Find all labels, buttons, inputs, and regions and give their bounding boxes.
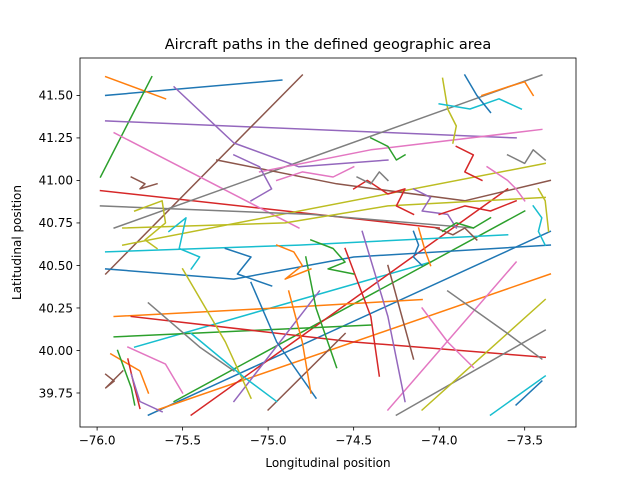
flight-path-5 [104, 120, 517, 139]
flight-path-50 [167, 217, 201, 270]
flight-path-64 [438, 199, 518, 216]
flight-path-69 [441, 77, 458, 144]
series-layer [99, 73, 552, 417]
chart-title: Aircraft paths in the defined geographic… [165, 37, 491, 53]
flight-path-51 [224, 247, 273, 287]
flight-path-29 [421, 298, 547, 412]
flight-path-43 [304, 256, 338, 369]
y-axis-label: Latitudinal position [10, 185, 24, 300]
x-tick-label: −75.0 [250, 434, 287, 448]
flight-path-39 [181, 267, 252, 400]
flight-path-33 [116, 349, 136, 406]
flight-path-42 [287, 290, 312, 394]
flight-path-32 [109, 352, 150, 394]
flight-path-25 [232, 289, 321, 403]
flight-path-2 [104, 75, 167, 100]
y-tick-label: 40.75 [39, 216, 73, 230]
flight-path-44 [344, 247, 381, 377]
y-tick-label: 40.00 [39, 344, 73, 358]
flight-path-56 [434, 227, 478, 241]
flight-path-59 [537, 187, 550, 233]
y-tick-label: 39.75 [39, 386, 73, 400]
flight-path-65 [232, 153, 273, 202]
flight-path-66 [130, 175, 158, 190]
x-axis-label: Longitudinal position [265, 456, 390, 470]
flight-path-47 [421, 306, 475, 369]
y-tick-label: 41.25 [39, 131, 73, 145]
flight-path-7 [113, 131, 300, 230]
flight-path-6 [104, 73, 304, 276]
flight-path-11 [147, 230, 552, 417]
flight-path-24 [130, 315, 547, 359]
flight-path-20 [104, 234, 509, 253]
flight-path-1 [104, 79, 283, 97]
flight-path-31 [515, 380, 543, 406]
flight-path-72 [480, 81, 535, 97]
flight-path-18 [99, 205, 475, 229]
y-axis: 39.75 40.00 40.25 40.50 40.75 41.00 41.25 41.50 [39, 89, 80, 400]
flight-path-30 [489, 374, 547, 417]
flight-path-60 [532, 204, 547, 247]
flight-path-49 [133, 200, 167, 250]
x-tick-label: −73.5 [506, 434, 543, 448]
y-tick-label: 41.00 [39, 174, 73, 188]
flight-path-36 [104, 369, 124, 389]
x-tick-label: −74.0 [421, 434, 458, 448]
flight-path-23 [113, 324, 372, 338]
flight-path-68 [356, 171, 389, 185]
flight-path-40 [190, 332, 278, 403]
y-tick-label: 40.25 [39, 301, 73, 315]
flight-path-4 [99, 189, 441, 229]
flight-path-17 [258, 128, 543, 173]
flight-path-67 [275, 165, 355, 182]
flight-path-8 [113, 74, 543, 229]
flight-path-34 [126, 358, 141, 410]
flight-path-27 [386, 261, 518, 412]
flight-path-13 [173, 209, 526, 403]
x-axis: −76.0 −75.5 −75.0 −74.5 −74.0 −73.5 [79, 427, 543, 448]
flight-path-63 [441, 216, 492, 233]
x-tick-label: −75.5 [164, 434, 201, 448]
flight-path-28 [395, 329, 547, 417]
flight-path-37 [126, 346, 184, 395]
y-tick-label: 41.50 [39, 89, 73, 103]
flight-path-73 [369, 136, 407, 161]
flight-path-58 [506, 149, 547, 165]
flight-path-55 [412, 187, 458, 230]
flight-path-74 [455, 145, 483, 182]
flight-path-22 [113, 298, 423, 318]
x-tick-label: −76.0 [79, 434, 116, 448]
flight-path-35 [130, 373, 164, 413]
flight-path-48 [446, 289, 543, 361]
flight-path-16 [215, 159, 552, 202]
flight-path-3 [99, 75, 153, 179]
flight-path-52 [275, 244, 312, 280]
plot-frame [79, 57, 577, 428]
flight-path-61 [412, 230, 424, 267]
flight-path-57 [486, 165, 526, 202]
flight-path-19 [122, 196, 546, 229]
flight-path-41 [250, 281, 318, 400]
flight-path-53 [309, 238, 355, 275]
flight-path-45 [361, 230, 406, 403]
flight-path-15 [173, 85, 389, 168]
flight-path-46 [386, 264, 415, 360]
flight-path-9 [121, 162, 547, 246]
y-tick-label: 40.50 [39, 259, 73, 273]
x-tick-label: −74.5 [335, 434, 372, 448]
flight-path-38 [147, 301, 235, 372]
flight-path-71 [463, 73, 492, 114]
flight-path-54 [352, 179, 415, 216]
flight-path-21 [104, 244, 552, 280]
flight-path-62 [417, 227, 432, 267]
